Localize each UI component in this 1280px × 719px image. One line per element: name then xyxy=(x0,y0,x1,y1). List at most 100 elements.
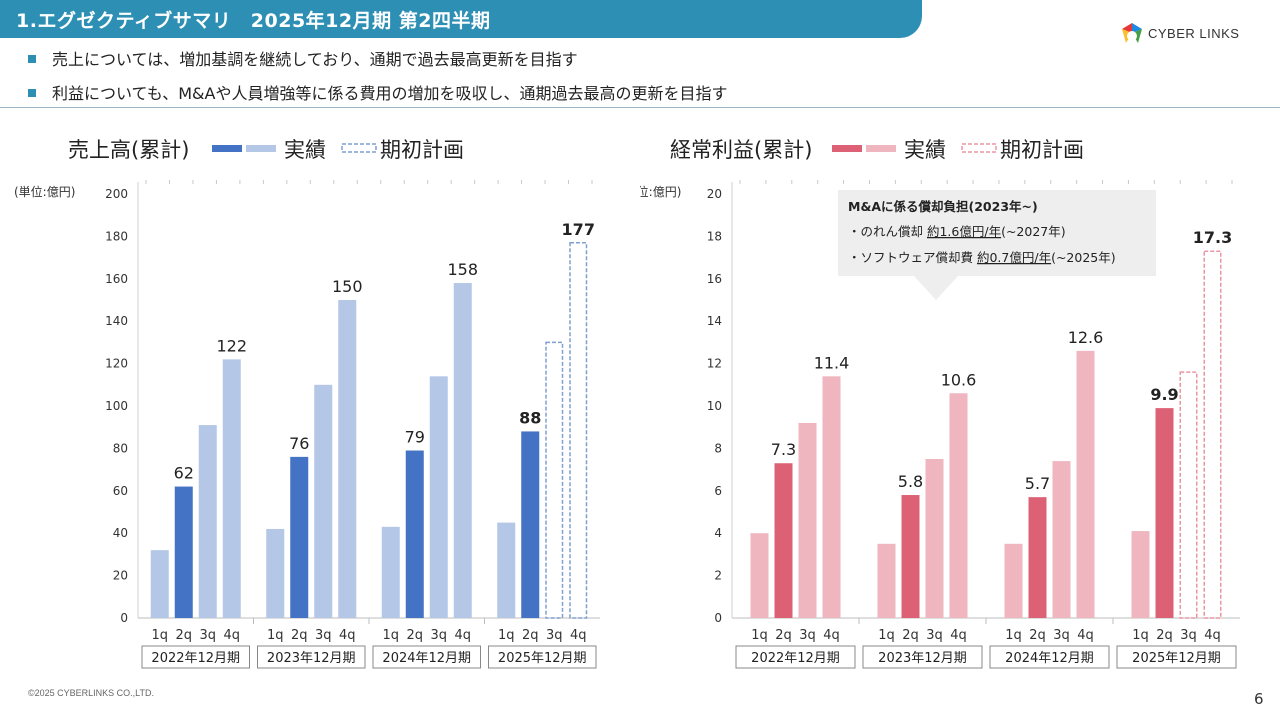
data-label: 62 xyxy=(174,464,194,483)
data-label: 122 xyxy=(216,336,247,355)
annotation-line: ・ソフトウェア償却費 約0.7億円/年(~2025年) xyxy=(848,250,1116,265)
category-box xyxy=(735,645,856,669)
y-tick-label: 40 xyxy=(113,526,128,540)
bar-actual xyxy=(1052,461,1071,618)
annotation-prefix: ・ソフトウェア償却費 xyxy=(848,250,977,265)
title-bar: 1.エグゼクティブサマリ 2025年12月期 第2四半期 xyxy=(0,0,922,38)
legend-swatch-actual-dark xyxy=(212,145,242,152)
x-tick-quarter: 2q xyxy=(175,628,192,643)
bar-actual xyxy=(877,543,896,618)
y-tick-label: 14 xyxy=(707,314,722,328)
x-tick-quarter: 2q xyxy=(291,628,308,643)
y-tick-label: 6 xyxy=(714,484,722,498)
header-divider xyxy=(0,107,1280,108)
legend-swatch-plan xyxy=(341,143,377,153)
x-tick-quarter: 3q xyxy=(799,628,816,643)
page-title: 1.エグゼクティブサマリ 2025年12月期 第2四半期 xyxy=(16,10,491,32)
x-tick-quarter: 3q xyxy=(1180,628,1197,643)
data-label: 11.4 xyxy=(814,353,850,372)
category-box xyxy=(372,645,481,669)
data-label: 76 xyxy=(289,434,309,453)
bar-actual xyxy=(1004,543,1023,618)
bar-actual xyxy=(925,459,944,618)
bar-actual xyxy=(1028,497,1047,618)
bullet-profit: 利益についても、M&Aや人員増強等に係る費用の増加を吸収し、通期過去最高の更新を… xyxy=(28,80,727,104)
bar-actual xyxy=(949,393,968,618)
data-label: 158 xyxy=(447,260,478,279)
x-tick-quarter: 2q xyxy=(902,628,919,643)
x-tick-quarter: 1q xyxy=(498,628,515,643)
category-label: 2024年12月期 xyxy=(382,651,471,666)
data-label: 88 xyxy=(519,408,541,427)
y-tick-label: 80 xyxy=(113,441,128,455)
bar-actual xyxy=(774,463,793,618)
legend-label-actual: 実績 xyxy=(904,138,946,162)
category-label: 2024年12月期 xyxy=(1005,651,1094,666)
profit-chart: 経常利益(累計) 実績 期初計画 (単位:億円) 0 2 4 6 8 10 12 14 16 18 20 1q… xyxy=(640,138,1240,669)
y-tick-label: 20 xyxy=(113,569,128,583)
y-tick-label: 18 xyxy=(707,229,722,243)
y-tick-label: 4 xyxy=(714,526,722,540)
legend-swatch-actual-dark xyxy=(832,145,862,152)
bar-actual xyxy=(381,526,400,618)
logo-text: CYBER LINKS xyxy=(1148,26,1240,41)
bar-actual xyxy=(901,495,920,618)
x-tick-quarter: 1q xyxy=(1005,628,1022,643)
x-tick-quarter: 3q xyxy=(430,628,447,643)
bar-actual xyxy=(222,359,241,618)
category-label: 2025年12月期 xyxy=(498,651,587,666)
category-label: 2022年12月期 xyxy=(151,651,240,666)
x-tick-quarter: 3q xyxy=(315,628,332,643)
y-tick-label: 20 xyxy=(707,187,722,201)
bar-actual xyxy=(750,533,769,618)
data-label: 9.9 xyxy=(1150,385,1178,404)
bar-actual xyxy=(150,550,169,618)
bullet-text: 売上については、増加基調を継続しており、通期で過去最高更新を目指す xyxy=(52,50,578,69)
bullet-square-icon xyxy=(28,88,36,97)
category-box xyxy=(257,645,366,669)
x-tick-quarter: 3q xyxy=(926,628,943,643)
bar-actual xyxy=(405,450,424,618)
annotation-amount: 約1.6億円/年 xyxy=(927,224,1001,239)
legend-swatch-plan xyxy=(961,143,997,153)
bar-actual xyxy=(1155,408,1174,618)
y-tick-label: 16 xyxy=(707,272,722,286)
unit-label: (単位:億円) xyxy=(640,184,681,199)
bar-actual xyxy=(521,431,540,618)
x-tick-quarter: 1q xyxy=(267,628,284,643)
data-label: 5.7 xyxy=(1025,474,1050,493)
x-tick-quarter: 2q xyxy=(1029,628,1046,643)
x-tick-quarter: 4q xyxy=(1204,628,1221,643)
y-tick-label: 8 xyxy=(714,441,722,455)
annotation-line: ・のれん償却 約1.6億円/年(~2027年) xyxy=(848,224,1066,239)
x-tick-quarter: 4q xyxy=(454,628,471,643)
bar-actual xyxy=(290,456,309,618)
data-label: 17.3 xyxy=(1193,228,1232,247)
x-tick-quarter: 4q xyxy=(339,628,356,643)
x-tick-quarter: 4q xyxy=(823,628,840,643)
bar-actual xyxy=(314,384,333,618)
category-box xyxy=(141,645,250,669)
bullet-sales: 売上については、増加基調を継続しており、通期で過去最高更新を目指す xyxy=(28,46,578,70)
category-label: 2023年12月期 xyxy=(878,651,967,666)
x-tick-quarter: 1q xyxy=(878,628,895,643)
x-tick-quarter: 4q xyxy=(570,628,587,643)
bar-plan xyxy=(569,242,588,619)
y-tick-label: 10 xyxy=(707,399,722,413)
data-label: 150 xyxy=(332,277,363,296)
legend-label-actual: 実績 xyxy=(284,138,326,162)
data-label: 10.6 xyxy=(941,370,977,389)
annotation-amount: 約0.7億円/年 xyxy=(977,250,1051,265)
y-tick-label: 0 xyxy=(120,611,128,625)
chart-title: 経常利益(累計) xyxy=(670,138,812,162)
x-tick-quarter: 4q xyxy=(1077,628,1094,643)
x-tick-quarter: 3q xyxy=(1053,628,1070,643)
x-tick-quarter: 1q xyxy=(151,628,168,643)
legend-label-plan: 期初計画 xyxy=(1000,138,1084,162)
annotation-suffix: (~2025年) xyxy=(1051,250,1116,265)
copyright-text: ©2025 CYBERLINKS CO.,LTD. xyxy=(28,688,155,698)
category-label: 2025年12月期 xyxy=(1132,651,1221,666)
unit-label: (単位:億円) xyxy=(14,184,75,199)
annotation-box xyxy=(838,190,1156,276)
x-tick-quarter: 1q xyxy=(1132,628,1149,643)
